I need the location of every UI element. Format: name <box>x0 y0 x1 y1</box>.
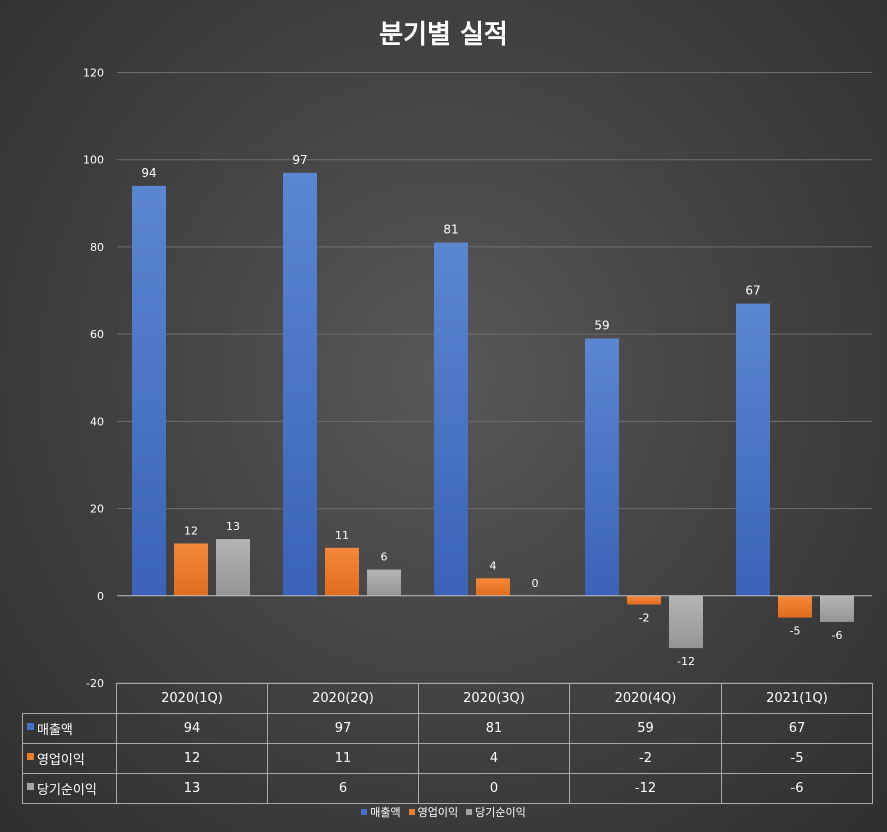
table-series-label: 영업이익 <box>22 743 117 774</box>
data-label: 81 <box>443 223 458 237</box>
data-label: 59 <box>594 319 609 333</box>
y-tick-label: 60 <box>90 328 104 341</box>
bar-sales <box>434 242 468 596</box>
data-table: 2020(1Q) 2020(2Q) 2020(3Q) 2020(4Q) 2021(1Q)… <box>22 683 873 804</box>
table-cell: -12 <box>569 773 722 804</box>
legend: 매출액 영업이익 당기순이익 <box>0 804 887 820</box>
data-label: -12 <box>677 655 695 668</box>
series-name: 매출액 <box>37 723 73 738</box>
table-cell: 81 <box>418 713 570 744</box>
bar-sales <box>132 185 166 596</box>
data-label: -2 <box>639 612 650 625</box>
bar-operating-profit <box>325 547 359 596</box>
legend-item: 영업이익 <box>408 804 459 820</box>
y-tick-label: 120 <box>83 67 104 80</box>
y-tick-label: 20 <box>90 503 104 516</box>
table-category-header: 2020(4Q) <box>569 683 722 714</box>
legend-key-swatch <box>27 723 34 730</box>
bar-net-income <box>216 539 250 596</box>
legend-item: 매출액 <box>361 804 401 820</box>
table-series-label: 매출액 <box>22 713 117 744</box>
bar-net-income <box>669 595 703 649</box>
data-label: -6 <box>832 629 843 642</box>
data-label: 12 <box>184 524 198 537</box>
chart-title: 분기별 실적 <box>379 20 508 50</box>
legend-item: 당기순이익 <box>466 804 526 820</box>
table-category-header: 2020(3Q) <box>418 683 570 714</box>
table-series-label: 당기순이익 <box>22 773 117 804</box>
table-cell: 11 <box>267 743 419 774</box>
bar-sales <box>736 303 770 596</box>
bars <box>132 172 854 649</box>
data-label: 97 <box>292 153 307 167</box>
table-cell: -6 <box>721 773 873 804</box>
data-label: 6 <box>381 551 388 564</box>
table-row: 영업이익 12 11 4 -2 -5 <box>22 743 873 774</box>
data-labels: 94 97 81 59 67 12 11 4 -2 -5 13 6 0 -12 -6 <box>141 153 842 668</box>
table-row: 당기순이익 13 6 0 -12 -6 <box>22 773 873 804</box>
y-axis: 120 100 80 60 40 20 0 -20 <box>83 67 104 691</box>
series-name: 당기순이익 <box>37 783 97 798</box>
table-cell: 12 <box>116 743 268 774</box>
bar-net-income <box>367 569 401 596</box>
data-label: 94 <box>141 166 156 180</box>
table-category-header: 2021(1Q) <box>721 683 873 714</box>
bar-operating-profit <box>174 543 208 596</box>
legend-swatch <box>466 809 473 815</box>
table-cell: 59 <box>569 713 722 744</box>
y-tick-label: 100 <box>83 154 104 167</box>
table-cell: 13 <box>116 773 268 804</box>
legend-swatch <box>361 809 368 815</box>
data-label: 4 <box>490 559 497 572</box>
legend-label: 당기순이익 <box>475 806 526 819</box>
table-category-header: 2020(1Q) <box>116 683 268 714</box>
legend-label: 영업이익 <box>417 806 459 819</box>
y-tick-label: 0 <box>97 590 104 603</box>
bar-operating-profit <box>476 578 510 596</box>
bar-operating-profit <box>778 595 812 618</box>
table-cell: 94 <box>116 713 268 744</box>
legend-key-swatch <box>27 753 34 760</box>
data-label: 67 <box>745 284 760 298</box>
table-cell: 6 <box>267 773 419 804</box>
table-row: 매출액 94 97 81 59 67 <box>22 713 873 744</box>
data-label: -5 <box>790 625 801 638</box>
table-corner <box>23 684 117 714</box>
series-name: 영업이익 <box>37 753 85 768</box>
table-cell: -2 <box>569 743 722 774</box>
bar-sales <box>585 338 619 596</box>
data-label: 0 <box>532 577 539 590</box>
legend-key-swatch <box>27 783 34 790</box>
legend-label: 매출액 <box>370 806 401 819</box>
y-tick-label: 40 <box>90 415 104 428</box>
bar-net-income <box>820 595 854 622</box>
table-cell: -5 <box>721 743 873 774</box>
table-cell: 97 <box>267 713 419 744</box>
bar-operating-profit <box>627 595 661 605</box>
table-header-row: 2020(1Q) 2020(2Q) 2020(3Q) 2020(4Q) 2021(1Q) <box>23 683 873 714</box>
table-category-header: 2020(2Q) <box>267 683 419 714</box>
data-label: 13 <box>226 520 240 533</box>
table-cell: 4 <box>418 743 570 774</box>
y-tick-label: -20 <box>86 677 104 690</box>
bar-sales <box>283 172 317 596</box>
y-tick-label: 80 <box>90 241 104 254</box>
legend-swatch <box>408 809 415 815</box>
data-label: 11 <box>335 529 349 542</box>
table-cell: 67 <box>721 713 873 744</box>
table-cell: 0 <box>418 773 570 804</box>
